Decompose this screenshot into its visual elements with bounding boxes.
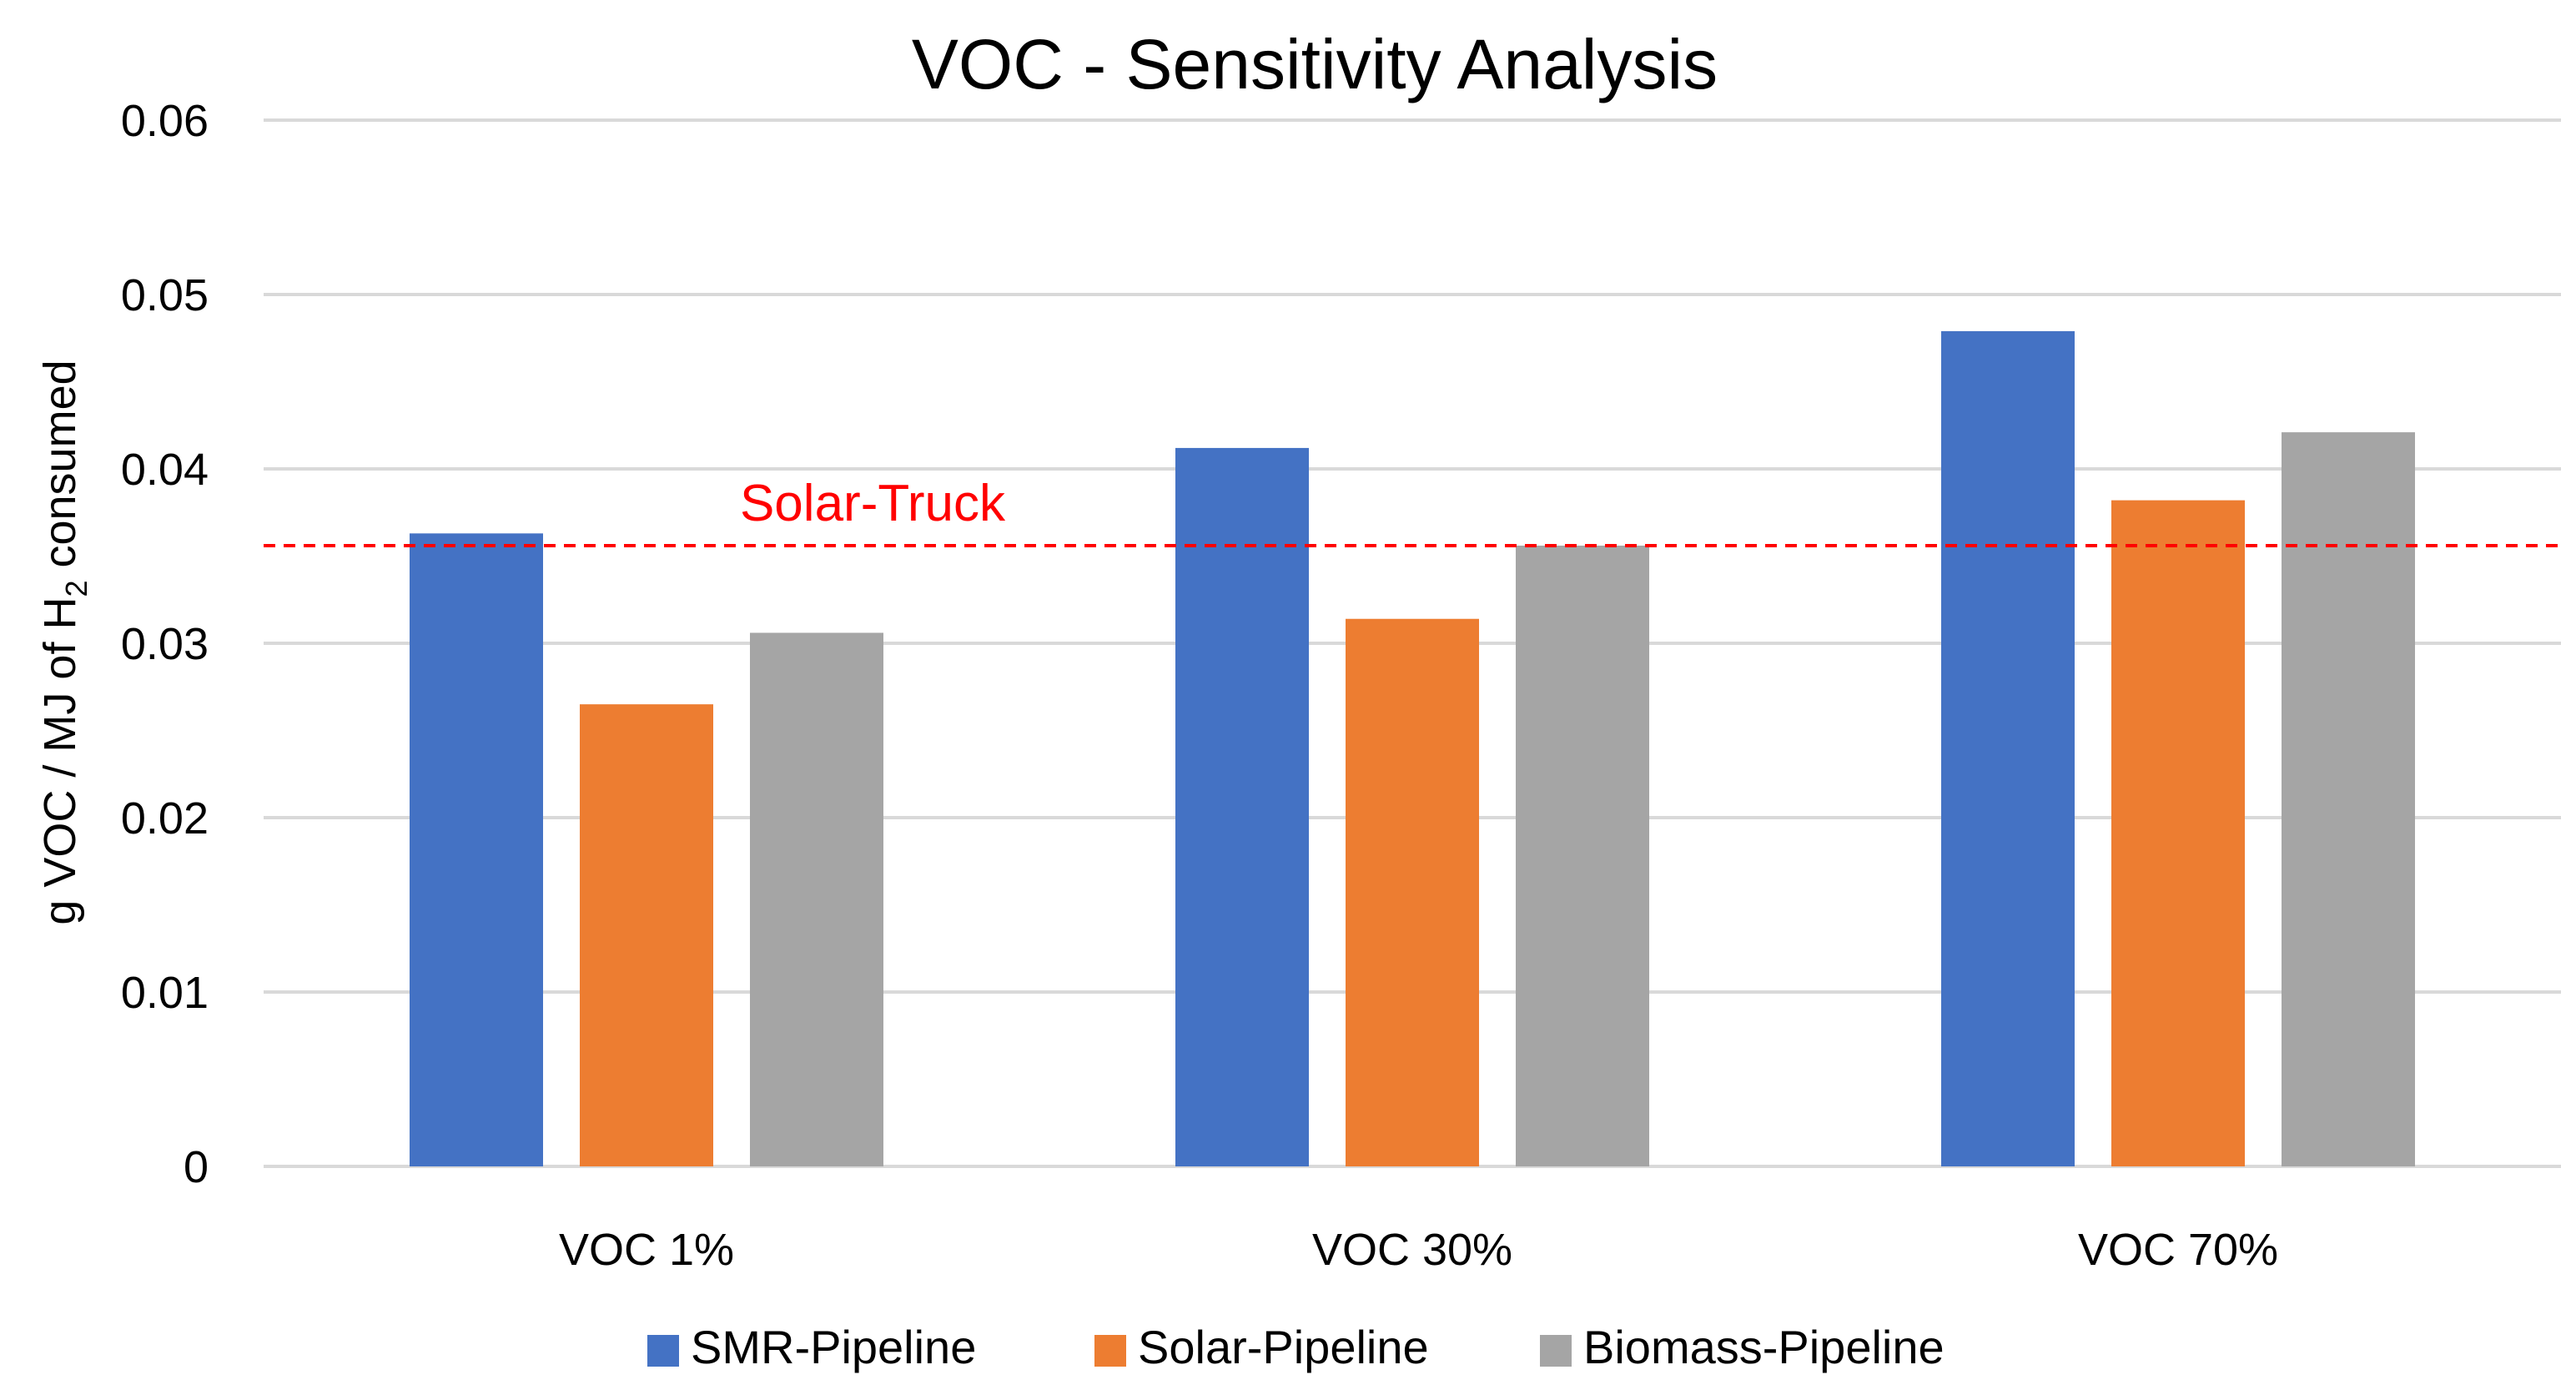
bar-smr-pipeline — [1941, 330, 2075, 1166]
reference-line-label: Solar-Truck — [740, 475, 1006, 532]
y-axis-title-subscript: 2 — [59, 581, 93, 597]
y-axis-title-suffix: consumed — [35, 360, 85, 580]
bar-smr-pipeline — [1175, 447, 1309, 1166]
x-tick-labels: VOC 1% VOC 30% VOC 70% — [559, 1225, 2278, 1275]
y-tick-labels: 0 0.01 0.02 0.03 0.04 0.05 0.06 — [121, 96, 209, 1192]
y-tick-label: 0.02 — [121, 793, 209, 844]
y-tick-label: 0.01 — [121, 968, 209, 1018]
x-tick-label: VOC 70% — [2078, 1225, 2278, 1275]
chart-title: VOC - Sensitivity Analysis — [912, 25, 1718, 103]
legend-label: Biomass-Pipeline — [1583, 1321, 1945, 1373]
bar-solar-pipeline — [580, 704, 713, 1166]
y-tick-label: 0.03 — [121, 619, 209, 669]
y-tick-label: 0.06 — [121, 96, 209, 146]
legend-swatch — [1094, 1335, 1126, 1367]
bar-solar-pipeline — [2111, 500, 2245, 1166]
y-tick-label: 0.04 — [121, 445, 209, 495]
x-tick-label: VOC 1% — [559, 1225, 734, 1275]
bar-biomass-pipeline — [2282, 432, 2415, 1166]
y-axis-title-prefix: g VOC / MJ of H — [35, 597, 85, 925]
legend-label: Solar-Pipeline — [1138, 1321, 1429, 1373]
bar-biomass-pipeline — [750, 632, 883, 1166]
legend-swatch — [1540, 1335, 1572, 1367]
reference-line-group: Solar-Truck — [264, 475, 2561, 547]
y-axis-title: g VOC / MJ of H2 consumed — [35, 360, 93, 924]
bar-biomass-pipeline — [1516, 545, 1649, 1166]
legend: SMR-Pipeline Solar-Pipeline Biomass-Pipeli… — [647, 1321, 1945, 1373]
bar-solar-pipeline — [1346, 618, 1479, 1166]
y-tick-label: 0.05 — [121, 270, 209, 320]
x-tick-label: VOC 30% — [1312, 1225, 1512, 1275]
legend-swatch — [647, 1335, 679, 1367]
bar-smr-pipeline — [410, 533, 543, 1166]
y-tick-label: 0 — [184, 1142, 209, 1192]
legend-label: SMR-Pipeline — [691, 1321, 976, 1373]
bars — [410, 330, 2415, 1166]
